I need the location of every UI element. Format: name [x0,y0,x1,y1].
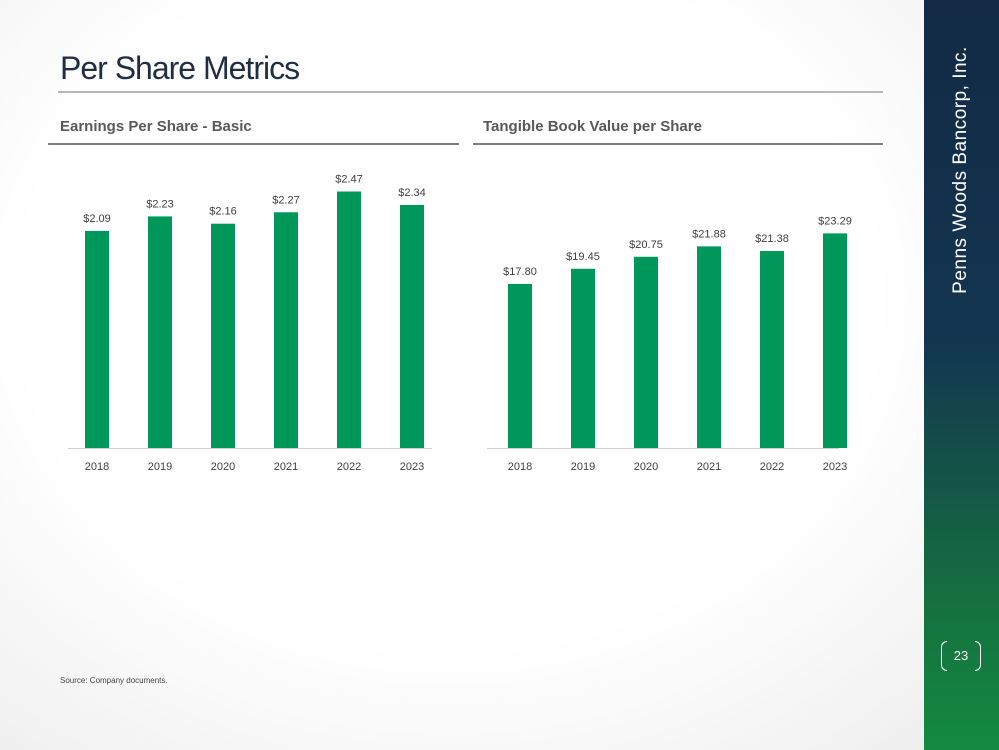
left-bracket-icon [941,641,947,671]
eps-bar-2021 [274,212,298,448]
tbv-bar-2022 [760,250,784,448]
tbv-value-label-2019: $19.45 [566,251,600,263]
page-title: Per Share Metrics [60,50,300,86]
page-number: 23 [941,641,981,671]
eps-value-label-2023: $2.34 [398,187,426,199]
eps-value-label-2021: $2.27 [272,194,300,206]
tbv-value-label-2020: $20.75 [629,239,663,251]
eps-bar-2018 [85,230,109,448]
eps-bar-2022 [337,191,361,448]
tbv-bar-chart: $17.80 2018 $19.45 2019 $20.75 2020 $21.88 2021… [487,215,852,473]
sidebar-band [924,0,999,750]
right-bracket-icon [975,641,981,671]
eps-tick-label-2020: 2020 [211,461,235,473]
eps-tick-label-2022: 2022 [337,461,361,473]
eps-tick-label-2019: 2019 [148,461,172,473]
tbv-bar-2019 [571,268,595,448]
title-divider [58,91,883,93]
eps-chart-divider [48,143,459,145]
tbv-tick-label-2023: 2023 [823,461,847,473]
eps-value-label-2018: $2.09 [83,213,111,225]
eps-tick-label-2018: 2018 [85,461,109,473]
company-name: Penns Woods Bancorp, Inc. [950,46,971,294]
eps-bar-2020 [211,223,235,448]
eps-bar-chart: $2.09 2018 $2.23 2019 $2.16 2020 $2.27 2021 $2.4… [68,174,432,473]
eps-bar-2019 [148,216,172,448]
eps-tick-label-2021: 2021 [274,461,298,473]
tbv-bar-2023 [823,233,847,448]
tbv-tick-label-2019: 2019 [571,461,595,473]
tbv-value-label-2021: $21.88 [692,228,726,240]
tbv-bar-2018 [508,283,532,448]
tbv-tick-label-2020: 2020 [634,461,658,473]
tbv-tick-label-2022: 2022 [760,461,784,473]
source-note: Source: Company documents. [60,676,168,685]
eps-value-label-2022: $2.47 [335,174,363,186]
tbv-bar-2021 [697,246,721,448]
tbv-value-label-2018: $17.80 [503,266,537,278]
tbv-value-label-2023: $23.29 [818,215,852,227]
eps-value-label-2019: $2.23 [146,198,174,210]
eps-bar-2023 [400,205,424,448]
tbv-chart-divider [473,143,883,145]
eps-value-label-2020: $2.16 [209,206,237,218]
eps-tick-label-2023: 2023 [400,461,424,473]
tbv-bar-2020 [634,256,658,448]
page-number-text: 23 [953,648,969,663]
eps-chart-title: Earnings Per Share - Basic [60,118,252,135]
tbv-tick-label-2021: 2021 [697,461,721,473]
tbv-tick-label-2018: 2018 [508,461,532,473]
tbv-value-label-2022: $21.38 [755,233,789,245]
tbv-chart-title: Tangible Book Value per Share [483,118,702,135]
